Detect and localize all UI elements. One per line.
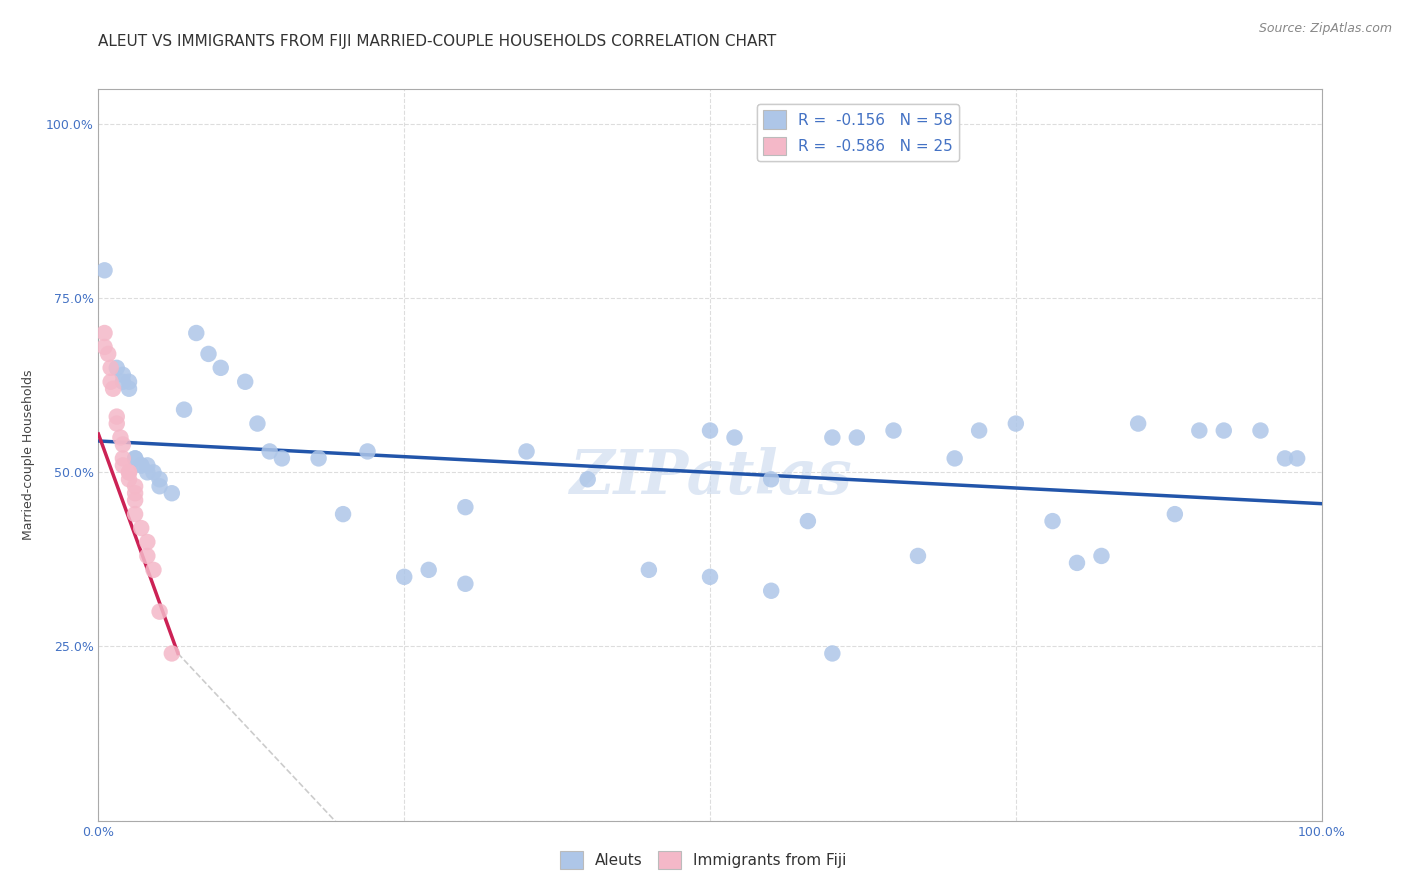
Point bbox=[1090, 549, 1112, 563]
Point bbox=[1286, 451, 1309, 466]
Point bbox=[93, 326, 115, 340]
Point bbox=[100, 360, 122, 375]
Point bbox=[1128, 417, 1150, 431]
Point bbox=[160, 647, 183, 661]
Legend: Aleuts, Immigrants from Fiji: Aleuts, Immigrants from Fiji bbox=[554, 845, 852, 875]
Point bbox=[332, 507, 354, 521]
Point bbox=[129, 521, 152, 535]
Text: ZIPatlas: ZIPatlas bbox=[568, 447, 852, 507]
Point bbox=[1249, 424, 1271, 438]
Point bbox=[967, 424, 990, 438]
Point bbox=[699, 424, 721, 438]
Point bbox=[110, 430, 132, 444]
Y-axis label: Married-couple Households: Married-couple Households bbox=[21, 369, 35, 541]
Point bbox=[821, 430, 844, 444]
Point bbox=[111, 458, 134, 473]
Point bbox=[142, 563, 165, 577]
Point bbox=[259, 444, 281, 458]
Point bbox=[197, 347, 219, 361]
Point bbox=[118, 472, 141, 486]
Point bbox=[883, 424, 905, 438]
Point bbox=[136, 549, 159, 563]
Point bbox=[943, 451, 966, 466]
Point bbox=[515, 444, 537, 458]
Point bbox=[454, 500, 477, 515]
Point bbox=[797, 514, 820, 528]
Point bbox=[124, 451, 146, 466]
Point bbox=[246, 417, 269, 431]
Point bbox=[111, 437, 134, 451]
Point bbox=[105, 360, 128, 375]
Point bbox=[723, 430, 745, 444]
Point bbox=[845, 430, 868, 444]
Point bbox=[1164, 507, 1187, 521]
Point bbox=[93, 263, 115, 277]
Point bbox=[392, 570, 416, 584]
Point bbox=[576, 472, 599, 486]
Point bbox=[761, 583, 783, 598]
Point bbox=[149, 605, 172, 619]
Point bbox=[118, 375, 141, 389]
Point bbox=[129, 458, 152, 473]
Legend: R =  -0.156   N = 58, R =  -0.586   N = 25: R = -0.156 N = 58, R = -0.586 N = 25 bbox=[758, 104, 959, 161]
Point bbox=[100, 375, 122, 389]
Point bbox=[149, 479, 172, 493]
Point bbox=[356, 444, 378, 458]
Point bbox=[136, 535, 159, 549]
Point bbox=[209, 360, 232, 375]
Point bbox=[160, 486, 183, 500]
Point bbox=[173, 402, 195, 417]
Point bbox=[124, 486, 146, 500]
Text: Source: ZipAtlas.com: Source: ZipAtlas.com bbox=[1258, 22, 1392, 36]
Point bbox=[821, 647, 844, 661]
Point bbox=[270, 451, 294, 466]
Point bbox=[105, 417, 128, 431]
Point bbox=[129, 458, 152, 473]
Point bbox=[97, 347, 120, 361]
Point bbox=[136, 466, 159, 480]
Point bbox=[118, 466, 141, 480]
Point bbox=[105, 409, 128, 424]
Point bbox=[699, 570, 721, 584]
Point bbox=[124, 451, 146, 466]
Point bbox=[1188, 424, 1211, 438]
Point bbox=[111, 375, 134, 389]
Point bbox=[1212, 424, 1234, 438]
Point bbox=[1274, 451, 1296, 466]
Point bbox=[186, 326, 208, 340]
Point bbox=[111, 451, 134, 466]
Point bbox=[149, 472, 172, 486]
Point bbox=[124, 479, 146, 493]
Point bbox=[124, 507, 146, 521]
Text: ALEUT VS IMMIGRANTS FROM FIJI MARRIED-COUPLE HOUSEHOLDS CORRELATION CHART: ALEUT VS IMMIGRANTS FROM FIJI MARRIED-CO… bbox=[98, 34, 776, 49]
Point bbox=[118, 382, 141, 396]
Point bbox=[637, 563, 661, 577]
Point bbox=[124, 493, 146, 508]
Point bbox=[907, 549, 929, 563]
Point bbox=[233, 375, 256, 389]
Point bbox=[118, 466, 141, 480]
Point bbox=[1004, 417, 1026, 431]
Point bbox=[142, 466, 165, 480]
Point bbox=[93, 340, 115, 354]
Point bbox=[101, 382, 124, 396]
Point bbox=[418, 563, 440, 577]
Point bbox=[454, 576, 477, 591]
Point bbox=[1042, 514, 1064, 528]
Point bbox=[761, 472, 783, 486]
Point bbox=[1066, 556, 1088, 570]
Point bbox=[136, 458, 159, 473]
Point bbox=[111, 368, 134, 382]
Point bbox=[308, 451, 330, 466]
